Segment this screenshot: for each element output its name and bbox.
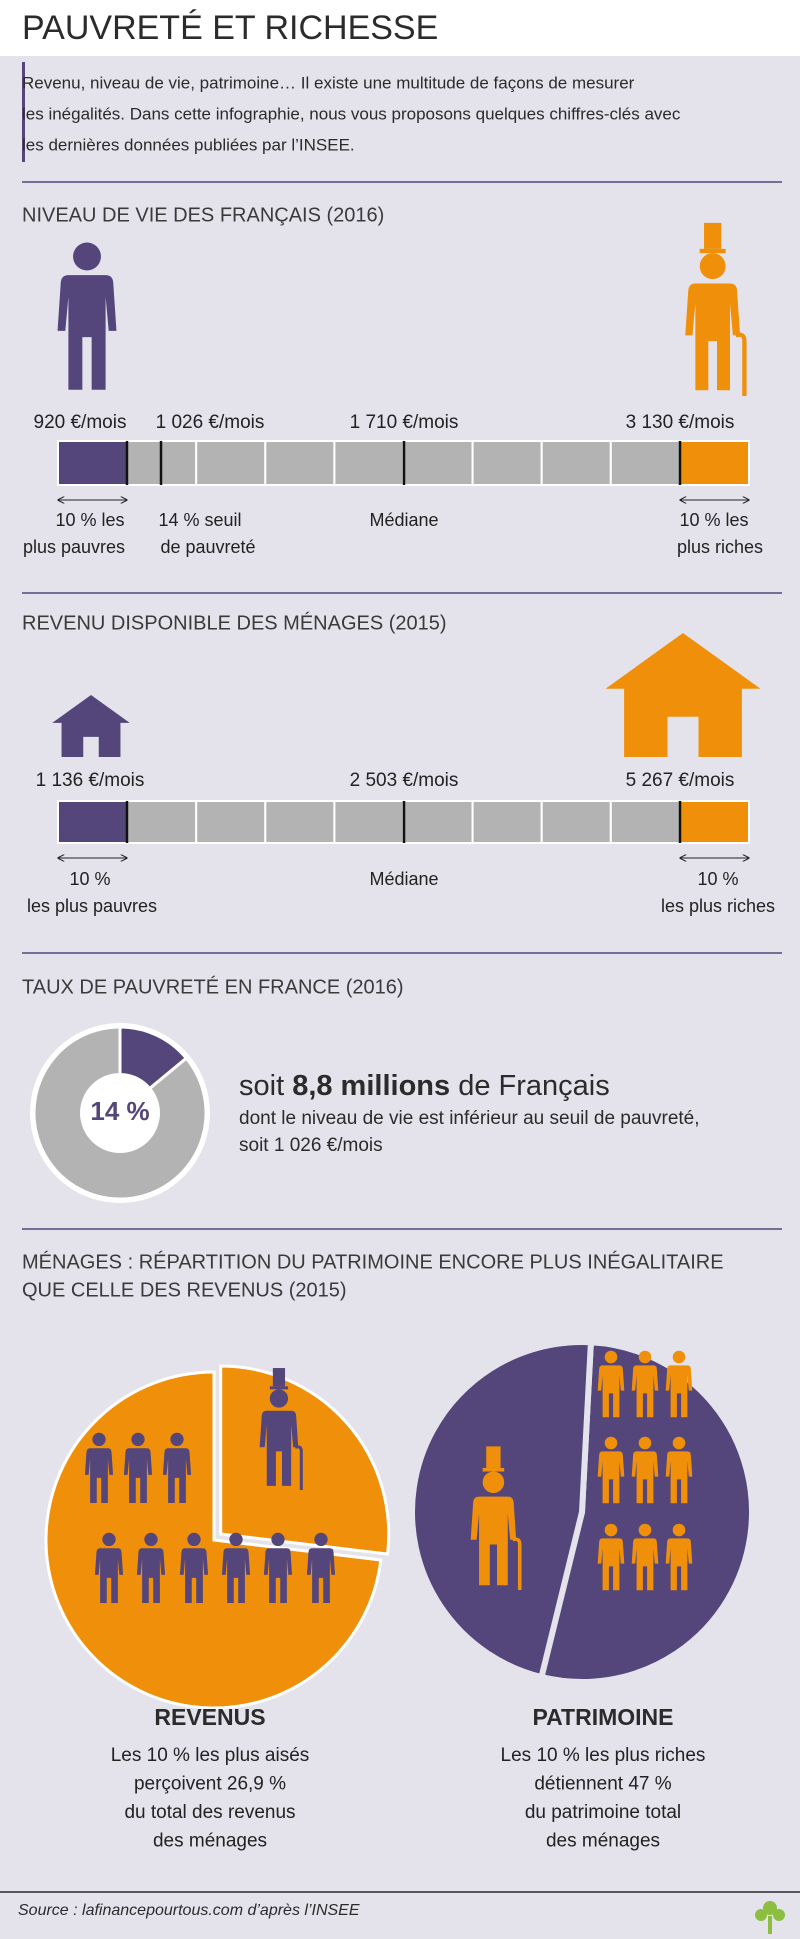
donut-rest — [32, 1025, 208, 1201]
headline-part: de Français — [450, 1070, 610, 1102]
bar-cell — [402, 800, 474, 844]
pie-description: détiennent 47 % — [534, 1774, 671, 1795]
intro-line: les inégalités. Dans cette infographie, … — [22, 104, 681, 123]
source: Source : lafinancepourtous.com d’après l… — [18, 1902, 360, 1919]
bar-cell — [333, 800, 405, 844]
scale-label: 10 % les — [679, 510, 748, 530]
scale-label: 10 % les — [55, 510, 124, 530]
intro-rule — [22, 62, 25, 162]
scale-bar — [57, 440, 751, 486]
pie-title: REVENUS — [154, 1704, 265, 1730]
scale-label: les plus pauvres — [27, 896, 157, 916]
intro-line: les dernières données publiées par l’INS… — [22, 135, 355, 154]
big-house — [605, 633, 761, 757]
donut-hole — [80, 1073, 160, 1153]
pie-slice — [219, 1364, 391, 1556]
title-band — [0, 0, 800, 56]
title: PAUVRETÉ ET RICHESSE — [22, 9, 438, 47]
scale-label: 14 % seuil — [158, 510, 241, 530]
scale-label: plus pauvres — [23, 537, 125, 557]
body-line: dont le niveau de vie est inférieur au s… — [239, 1108, 700, 1129]
headline-part: soit — [239, 1070, 292, 1102]
scale-label: Médiane — [369, 869, 438, 889]
donut-label: 14 % — [90, 1096, 149, 1126]
amount: 920 €/mois — [34, 412, 127, 433]
bar-cell — [609, 800, 681, 844]
bar-cell — [333, 440, 405, 486]
scale-label: plus riches — [677, 537, 763, 557]
section-heading: QUE CELLE DES REVENUS (2015) — [22, 1279, 347, 1301]
bar-cell — [678, 800, 751, 844]
scale-label: les plus riches — [661, 896, 775, 916]
pie-description: du total des revenus — [124, 1802, 295, 1823]
pie-description: Les 10 % les plus riches — [501, 1745, 706, 1766]
scale-label: 10 % — [697, 869, 738, 889]
amount: 5 267 €/mois — [626, 770, 735, 791]
bar-cell — [57, 440, 129, 486]
bar-cell — [264, 440, 336, 486]
amount: 1 136 €/mois — [36, 770, 145, 791]
bar-cell — [195, 440, 267, 486]
section-heading: REVENU DISPONIBLE DES MÉNAGES (2015) — [22, 611, 447, 634]
bar-cell — [402, 440, 474, 486]
pie-description: des ménages — [153, 1831, 267, 1852]
body-line: soit 1 026 €/mois — [239, 1135, 383, 1156]
rich-figure — [685, 223, 744, 396]
logo — [755, 1901, 785, 1934]
amount: 1 026 €/mois — [156, 412, 265, 433]
bar-cell — [540, 440, 612, 486]
headline: soit 8,8 millions de Français — [239, 1070, 610, 1102]
section-heading: NIVEAU DE VIE DES FRANÇAIS (2016) — [22, 204, 384, 226]
scale-label: Médiane — [369, 510, 438, 530]
bar-cell — [678, 440, 751, 486]
scale-label: 10 % — [69, 869, 110, 889]
scale-label: de pauvreté — [160, 537, 255, 557]
bar-cell — [126, 800, 198, 844]
pie-title: PATRIMOINE — [533, 1704, 674, 1730]
donut — [30, 1023, 210, 1203]
pie-description: Les 10 % les plus aisés — [111, 1745, 310, 1766]
pie-description: du patrimoine total — [525, 1802, 681, 1823]
small-house — [52, 695, 130, 757]
pie-descriptions: Les 10 % les plus aisés perçoivent 26,9 %… — [111, 1745, 706, 1852]
bar-cell — [264, 800, 336, 844]
bar-cell — [471, 800, 543, 844]
bar-cell — [57, 800, 129, 844]
headline-bold: 8,8 millions — [292, 1070, 450, 1102]
poor-figure — [57, 242, 117, 390]
pie-description: perçoivent 26,9 % — [134, 1774, 286, 1795]
pie-description: des ménages — [546, 1831, 660, 1852]
bar-cell — [471, 440, 543, 486]
amount: 2 503 €/mois — [350, 770, 459, 791]
bar-cell — [609, 440, 681, 486]
section-heading: MÉNAGES : RÉPARTITION DU PATRIMOINE ENCO… — [22, 1250, 724, 1273]
bar-cell — [540, 800, 612, 844]
section-heading: TAUX DE PAUVRETÉ EN FRANCE (2016) — [22, 975, 404, 998]
scale-bar — [57, 800, 751, 844]
amount: 3 130 €/mois — [626, 412, 735, 433]
bar-cell — [195, 800, 267, 844]
intro-line: Revenu, niveau de vie, patrimoine… Il ex… — [22, 73, 635, 92]
pie-rest — [537, 1339, 755, 1685]
amount: 1 710 €/mois — [350, 412, 459, 433]
